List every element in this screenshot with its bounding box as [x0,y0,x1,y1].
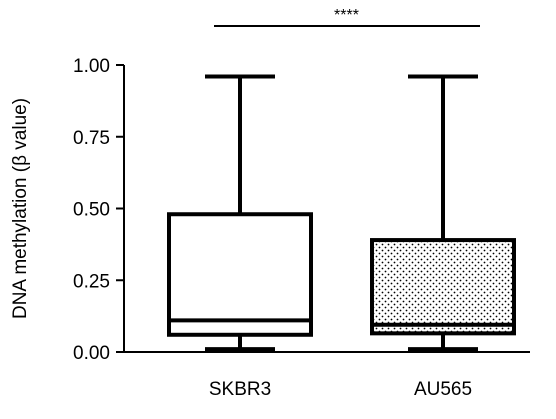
x-tick-label: SKBR3 [209,379,271,400]
y-tick-label: 0.75 [73,128,110,149]
y-axis-label: DNA methylation (β value) [10,98,31,319]
box-au565: AU565 [370,74,516,400]
significance-annotation: **** [214,7,480,27]
box-skbr3: SKBR3 [167,74,313,400]
y-tick-label: 0.25 [73,271,110,292]
y-tick-label: 0.50 [73,200,110,221]
iqr-box [167,212,313,337]
y-tick-label: 0.00 [73,343,110,364]
boxes: SKBR3 AU565 [167,74,516,400]
y-tick-label: 1.00 [73,56,110,77]
x-tick-label: AU565 [414,379,472,400]
axes: 0.00 0.25 0.50 0.75 1.00 DNA methylation (β v… [10,56,530,364]
significance-label: **** [334,7,359,24]
iqr-box [370,238,516,336]
